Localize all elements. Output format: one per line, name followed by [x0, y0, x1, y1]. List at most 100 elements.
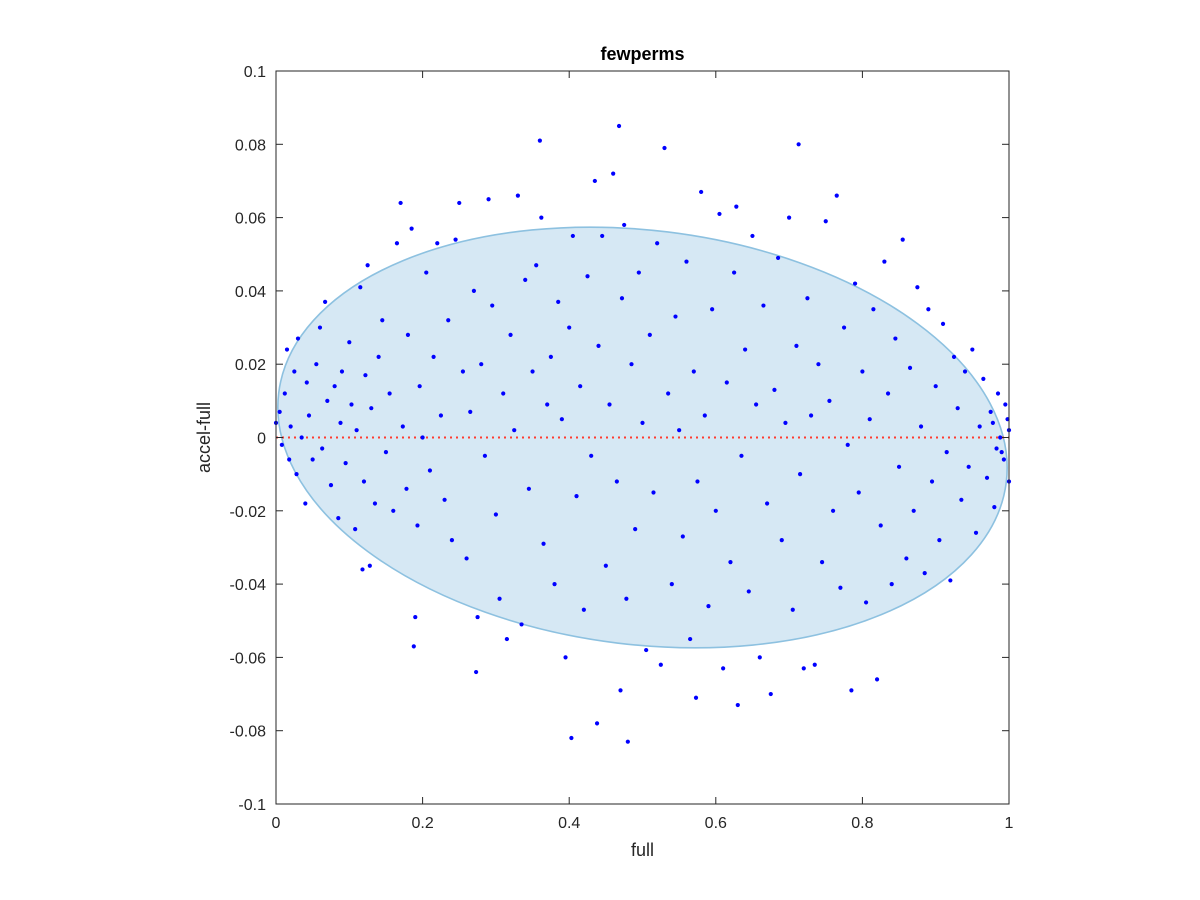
- scatter-point: [405, 332, 411, 337]
- scatter-point: [816, 362, 821, 367]
- scatter-point: [453, 237, 458, 242]
- y-tick-label: -0.02: [230, 504, 267, 521]
- chart-title: fewperms: [600, 44, 684, 64]
- scatter-point: [570, 233, 575, 239]
- scatter-point: [794, 343, 799, 348]
- scatter-point: [279, 442, 284, 447]
- scatter-point: [841, 325, 847, 330]
- scatter-point: [962, 369, 968, 374]
- scatter-point: [607, 402, 612, 407]
- scatter-point: [284, 347, 290, 352]
- scatter-point: [328, 483, 334, 488]
- scatter-point: [614, 479, 619, 484]
- scatter-point: [417, 384, 422, 389]
- annotation-layer: [276, 226, 1009, 649]
- scatter-point: [530, 369, 535, 374]
- scatter-point: [970, 347, 975, 352]
- scatter-point: [515, 193, 520, 198]
- scatter-point: [805, 296, 810, 301]
- scatter-point: [713, 508, 718, 513]
- ticks: 0 0.2 0.4 0.6 0.8 1 -0.1 -0.08 -0.06 -0.04 -0.02 0 0…: [230, 64, 1014, 832]
- scatter-point: [398, 200, 403, 206]
- scatter-point: [343, 461, 348, 466]
- scatter-point: [757, 655, 762, 660]
- scatter-point: [559, 417, 564, 422]
- scatter-point: [863, 600, 869, 605]
- y-tick-label: 0.04: [235, 284, 266, 301]
- scatter-point: [849, 688, 854, 693]
- scatter-point: [834, 193, 839, 198]
- scatter-point: [948, 578, 953, 583]
- scatter-point: [594, 721, 600, 726]
- scatter-point: [380, 318, 385, 323]
- x-axis-label: full: [631, 840, 654, 860]
- scatter-point: [449, 538, 455, 543]
- scatter-point: [358, 285, 363, 290]
- scatter-point: [474, 669, 479, 675]
- scatter-point: [523, 277, 528, 283]
- y-tick-label: 0.06: [235, 211, 266, 228]
- scatter-point: [990, 420, 995, 425]
- x-tick-label: 0: [272, 815, 281, 832]
- scatter-point: [545, 402, 550, 407]
- scatter-point: [823, 219, 828, 224]
- scatter-point: [776, 255, 781, 261]
- scatter-point: [754, 402, 759, 407]
- scatter-point: [896, 464, 902, 469]
- scatter-point: [893, 336, 898, 341]
- scatter-point: [427, 468, 433, 473]
- scatter-point: [446, 318, 451, 323]
- scatter-point: [493, 512, 498, 517]
- scatter-point: [662, 145, 667, 151]
- scatter-point: [922, 571, 927, 576]
- y-tick-label: -0.04: [230, 577, 267, 594]
- scatter-point: [504, 636, 509, 642]
- scatter-point: [693, 695, 699, 700]
- scatter-point: [625, 739, 630, 744]
- scatter-point: [951, 354, 957, 359]
- scatter-point: [651, 490, 656, 495]
- scatter-point: [325, 398, 330, 403]
- scatter-point: [365, 263, 370, 268]
- scatter-point: [878, 523, 883, 528]
- scatter-point: [457, 200, 462, 206]
- scatter-point: [852, 281, 858, 286]
- scatter-point: [717, 211, 722, 217]
- scatter-point: [735, 702, 740, 708]
- scatter-point: [497, 596, 502, 601]
- scatter-point: [376, 354, 381, 359]
- scatter-point: [479, 362, 484, 367]
- scatter-point: [808, 413, 814, 418]
- scatter-point: [933, 384, 938, 389]
- scatter-point: [900, 237, 905, 242]
- scatter-point: [992, 505, 997, 510]
- scatter-point: [442, 497, 447, 502]
- scatter-point: [569, 735, 574, 741]
- scatter-point: [295, 336, 301, 341]
- scatter-point: [415, 523, 420, 528]
- scatter-point: [966, 464, 971, 469]
- scatter-point: [677, 428, 682, 433]
- scatter-point: [944, 450, 949, 455]
- scatter-point: [512, 428, 517, 433]
- scatter-point: [413, 614, 418, 620]
- scatter-point: [874, 677, 880, 682]
- y-axis-label: accel-full: [194, 402, 214, 473]
- scatter-point: [556, 299, 561, 304]
- scatter-point: [383, 450, 389, 455]
- scatter-point: [501, 391, 506, 396]
- scatter-point: [680, 534, 685, 539]
- scatter-point: [838, 585, 843, 590]
- scatter-point: [988, 409, 993, 414]
- scatter-point: [981, 376, 986, 381]
- scatter-point: [424, 270, 429, 275]
- scatter-point: [360, 567, 365, 572]
- scatter-point: [585, 274, 590, 279]
- scatter-point: [647, 332, 652, 337]
- scatter-point: [768, 691, 773, 697]
- scatter-point: [666, 391, 671, 396]
- scatter-point: [691, 369, 696, 374]
- scatter-point: [369, 406, 374, 411]
- scatter-point: [999, 450, 1004, 455]
- scatter-point: [574, 494, 579, 499]
